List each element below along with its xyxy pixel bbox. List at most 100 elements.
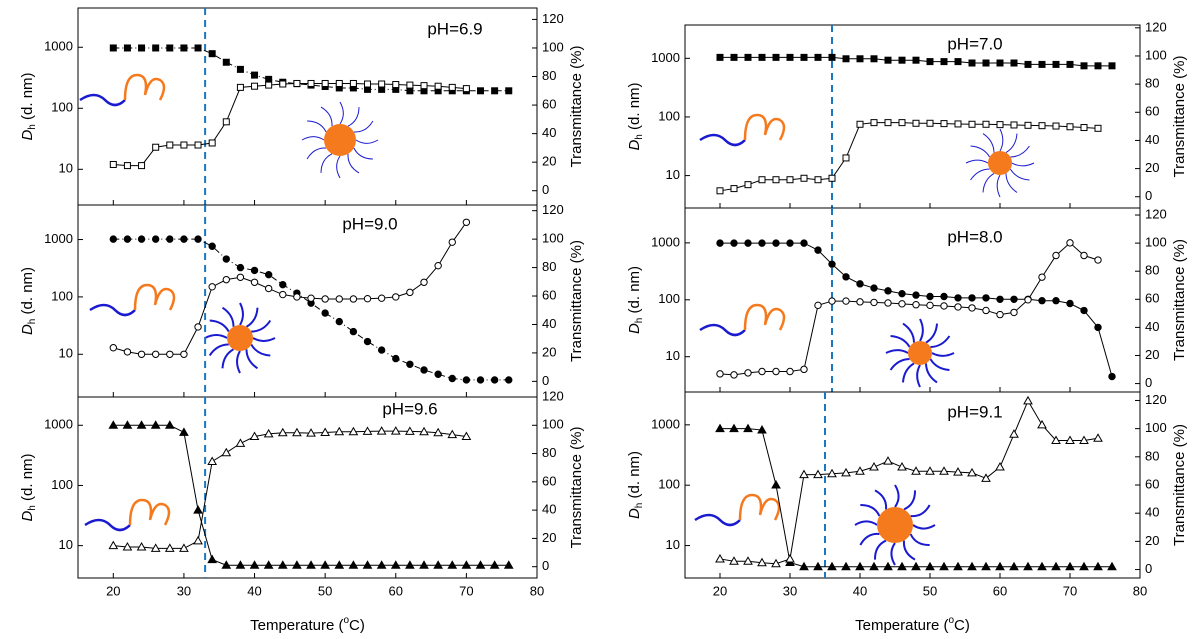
marker [461, 431, 472, 441]
y-label-subscript: h [634, 503, 645, 509]
marker [1094, 256, 1102, 264]
marker [968, 59, 976, 67]
y-tick-label: 10 [666, 348, 680, 363]
marker [1037, 561, 1047, 571]
marker [433, 560, 443, 569]
marker [1108, 372, 1116, 381]
marker [194, 235, 202, 243]
micelle-cartoon [885, 318, 955, 388]
y-tick-label: 1000 [44, 417, 73, 432]
marker [364, 80, 372, 88]
marker [447, 560, 458, 569]
y2-tick-label: 80 [542, 68, 556, 83]
marker [335, 295, 343, 303]
micelle-arm [999, 128, 1004, 152]
marker [1066, 60, 1074, 68]
marker [193, 535, 203, 545]
y2-tick-label: 20 [1145, 347, 1159, 362]
marker [180, 235, 188, 243]
y-label-symbol: D [626, 323, 643, 334]
marker [150, 420, 161, 429]
y-tick-label: 10 [59, 161, 73, 176]
marker [800, 174, 808, 182]
marker [1023, 395, 1033, 405]
marker [109, 344, 118, 352]
marker [1080, 62, 1088, 70]
y-tick-label: 100 [658, 108, 680, 123]
marker [1038, 297, 1046, 305]
marker [392, 81, 400, 89]
marker [390, 426, 401, 435]
marker [475, 560, 486, 569]
marker [349, 327, 358, 336]
micelle-arm [347, 153, 360, 174]
micelle-arm [912, 524, 936, 530]
micelle-arm [339, 101, 344, 125]
marker [490, 376, 499, 384]
marker [109, 235, 118, 243]
marker [1093, 433, 1103, 442]
x-tick-label: 80 [1133, 583, 1147, 598]
y2-tick-label: 120 [542, 202, 564, 217]
marker [1093, 561, 1103, 571]
marker [1094, 62, 1102, 70]
y2-tick-label: 0 [1145, 561, 1152, 576]
marker [263, 428, 274, 438]
marker [349, 79, 357, 87]
marker [1038, 122, 1046, 130]
marker [1079, 435, 1089, 445]
series-line [113, 430, 467, 549]
marker [772, 176, 780, 184]
marker [462, 376, 471, 384]
marker [108, 540, 119, 550]
marker [855, 466, 865, 475]
x-tick-label: 40 [853, 583, 867, 598]
y2-tick-label: 0 [542, 558, 549, 573]
y-tick-label: 1000 [651, 234, 680, 249]
marker [1052, 297, 1060, 305]
micelle-arm [889, 358, 910, 371]
micelle-core [988, 151, 1012, 175]
micelle-arm [929, 358, 950, 371]
marker [1094, 323, 1102, 332]
marker [235, 438, 246, 447]
marker [420, 82, 428, 90]
marker [208, 50, 216, 58]
marker [151, 235, 160, 243]
marker [771, 558, 781, 568]
y2-tick-label: 20 [542, 344, 556, 359]
marker [264, 270, 273, 279]
marker [1024, 121, 1032, 129]
marker [420, 366, 428, 374]
marker [277, 560, 288, 569]
x-tick-label: 50 [318, 583, 332, 598]
micelle-arm [301, 136, 325, 141]
marker [136, 541, 147, 551]
micelle-arm [930, 335, 951, 348]
plot-frame [684, 391, 1141, 579]
marker [995, 462, 1005, 471]
marker [180, 141, 188, 149]
marker [193, 505, 203, 514]
marker [926, 292, 934, 301]
marker [293, 293, 301, 301]
y2-tick-label: 80 [542, 445, 556, 460]
marker [405, 426, 415, 435]
y-tick-label: 100 [658, 291, 680, 306]
marker [1079, 561, 1089, 571]
marker [869, 561, 879, 571]
marker [334, 426, 345, 436]
x-tick-label: 70 [1063, 583, 1077, 598]
marker [1038, 273, 1046, 281]
y2-tick-label: 100 [542, 417, 564, 432]
marker [996, 121, 1004, 129]
y2-tick-label: 20 [1145, 160, 1159, 175]
marker [433, 427, 443, 437]
micelle-arm [916, 364, 921, 388]
marker [856, 298, 864, 306]
marker [1065, 561, 1075, 571]
y2-tick-label: 60 [542, 287, 556, 302]
marker [462, 85, 470, 93]
marker [236, 273, 245, 281]
marker [716, 53, 724, 61]
